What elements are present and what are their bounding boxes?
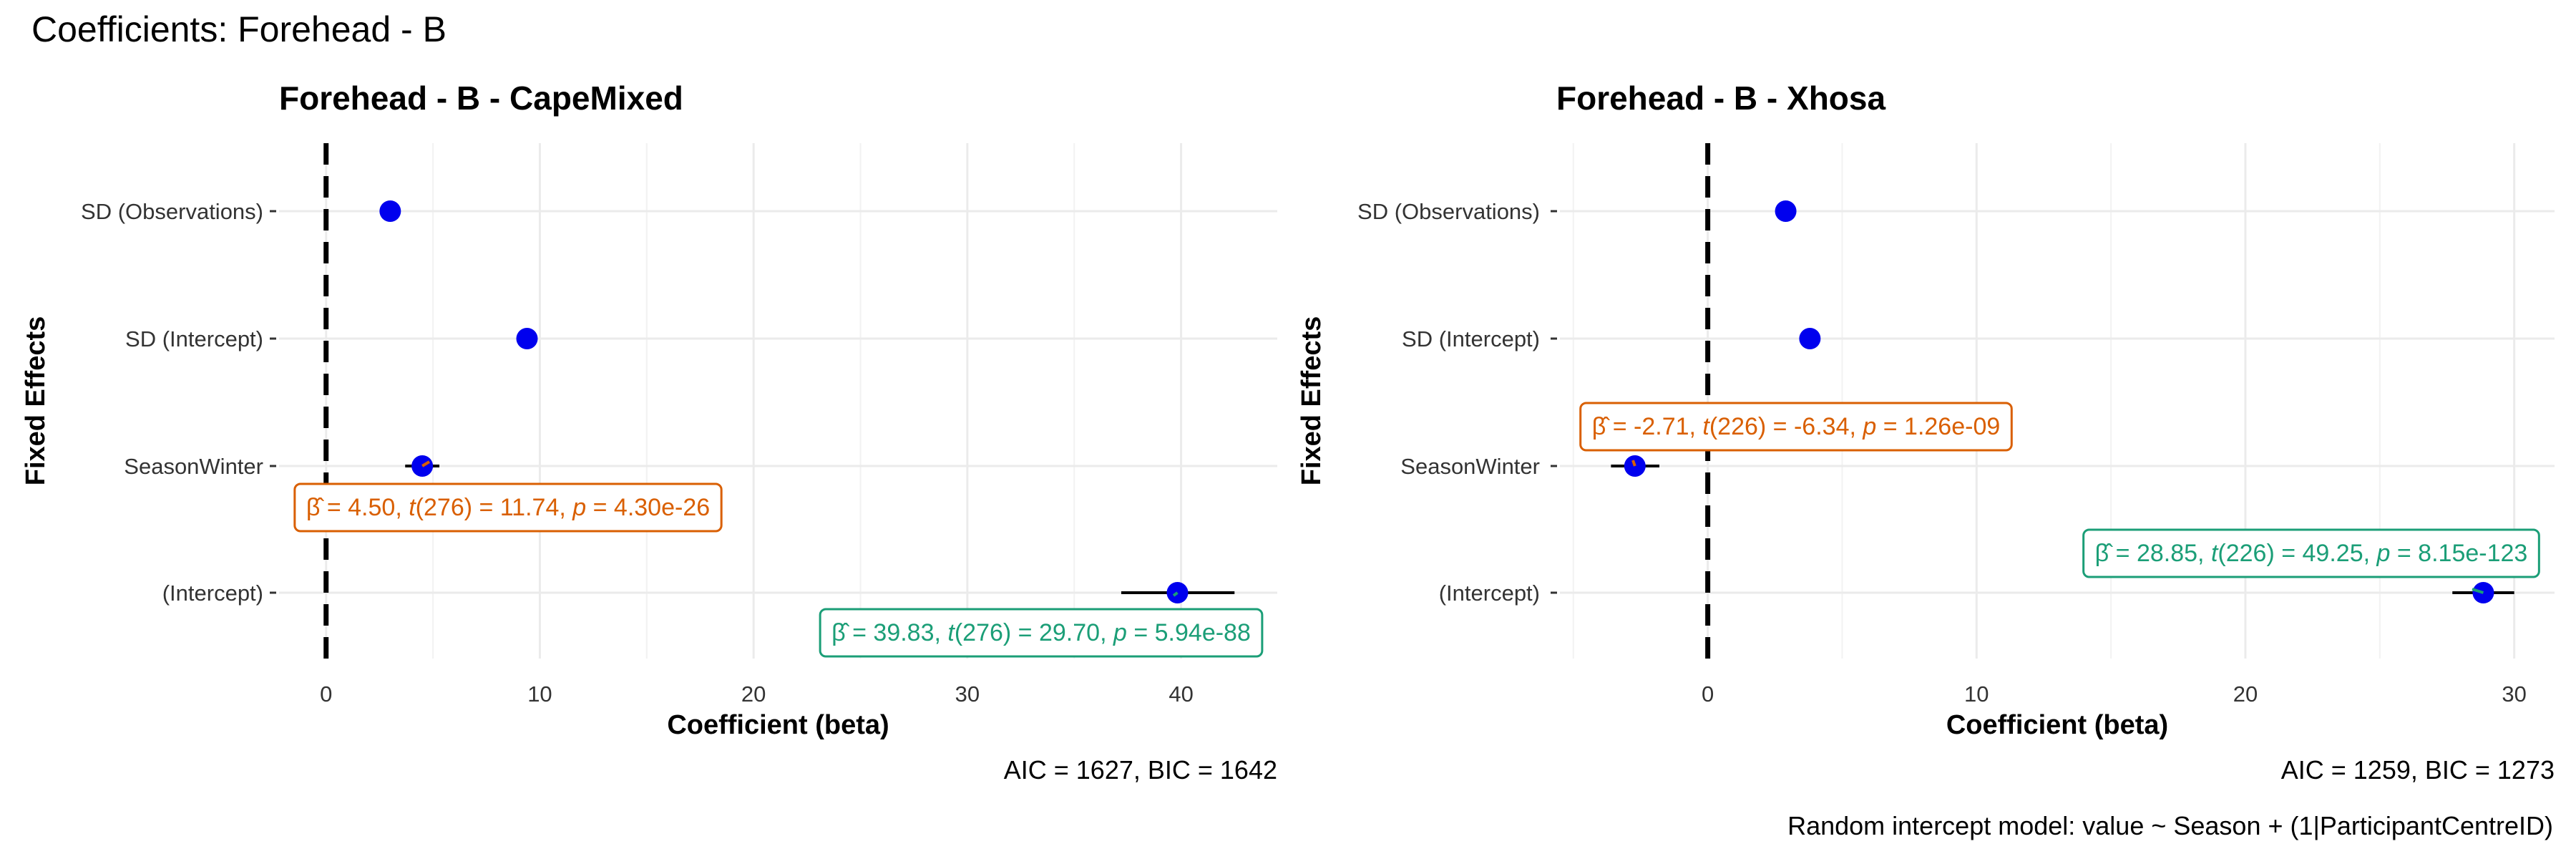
x-tick-label: 40 bbox=[1169, 681, 1193, 707]
y-tick-label: SeasonWinter bbox=[124, 454, 263, 479]
panel-2: Forehead - B - Xhosa 0 10 20 30 SD (Observati… bbox=[1297, 79, 2555, 785]
p-symbol: p bbox=[1862, 413, 1876, 440]
label-connector bbox=[1631, 460, 1636, 467]
p-symbol: p bbox=[2376, 540, 2391, 567]
p-symbol: p bbox=[1113, 619, 1127, 646]
label-text: β̂ = -2.71, t(226) = -6.34, p = 1.26e-09 bbox=[1592, 413, 2001, 440]
label-text: β̂ = 39.83, t(276) = 29.70, p = 5.94e-88 bbox=[831, 619, 1251, 646]
model-caption: Random intercept model: value ~ Season +… bbox=[1787, 811, 2553, 840]
x-tick-label: 20 bbox=[741, 681, 766, 707]
t-symbol: t bbox=[947, 619, 955, 646]
x-tick-label: 10 bbox=[527, 681, 552, 707]
p-value: = 1.26e-09 bbox=[1876, 413, 2000, 440]
y-tick-label: SeasonWinter bbox=[1400, 454, 1540, 479]
p-value: = 4.30e-26 bbox=[586, 494, 710, 521]
x-tick-label: 20 bbox=[2233, 681, 2258, 707]
y-tick-label: SD (Observations) bbox=[81, 199, 263, 224]
p-value: = 5.94e-88 bbox=[1127, 619, 1251, 646]
y-tick-label: SD (Observations) bbox=[1357, 199, 1540, 224]
label-box bbox=[293, 482, 723, 533]
panel-title: Forehead - B - Xhosa bbox=[1556, 79, 1885, 117]
y-axis-title: Fixed Effects bbox=[1297, 316, 1327, 486]
x-tick-label: 0 bbox=[320, 681, 332, 707]
label-box bbox=[2082, 528, 2540, 578]
x-tick-label: 30 bbox=[2502, 681, 2526, 707]
x-axis-title: Coefficient (beta) bbox=[1946, 710, 2168, 740]
t-value: (226) = 49.25, bbox=[2218, 540, 2376, 567]
beta-value: = 39.83, bbox=[846, 619, 948, 646]
x-tick-label: 10 bbox=[1964, 681, 1989, 707]
coefficient-point bbox=[1775, 200, 1797, 222]
coefficient-point bbox=[379, 200, 401, 222]
t-symbol: t bbox=[409, 494, 416, 521]
model-fit-stats: AIC = 1627, BIC = 1642 bbox=[1004, 755, 1277, 785]
panel-title: Forehead - B - CapeMixed bbox=[279, 79, 683, 117]
t-value: (276) = 11.74, bbox=[416, 494, 573, 521]
p-value: = 8.15e-123 bbox=[2390, 540, 2527, 567]
label-connector bbox=[2472, 588, 2484, 594]
panel-1: Forehead - B - CapeMixed 0 10 20 30 40 SD (Obs… bbox=[21, 79, 1277, 785]
x-tick-label: 30 bbox=[955, 681, 980, 707]
t-symbol: t bbox=[2211, 540, 2219, 567]
beta-value: = 28.85, bbox=[2109, 540, 2211, 567]
y-tick-label: SD (Intercept) bbox=[125, 326, 263, 351]
t-symbol: t bbox=[1702, 413, 1710, 440]
coefficient-point bbox=[1799, 328, 1821, 349]
beta-value: = -2.71, bbox=[1606, 413, 1702, 440]
stat-label: β̂ = 28.85, t(226) = 49.25, p = 8.15e-12… bbox=[2082, 528, 2540, 594]
t-value: (226) = -6.34, bbox=[1709, 413, 1863, 440]
p-symbol: p bbox=[572, 494, 586, 521]
page-title: Coefficients: Forehead - B bbox=[31, 9, 447, 49]
y-axis-title: Fixed Effects bbox=[21, 316, 51, 486]
stat-label: β̂ = 4.50, t(276) = 11.74, p = 4.30e-26 bbox=[293, 460, 723, 533]
y-tick-label: SD (Intercept) bbox=[1402, 326, 1540, 351]
model-fit-stats: AIC = 1259, BIC = 1273 bbox=[2281, 755, 2555, 785]
label-text: β̂ = 4.50, t(276) = 11.74, p = 4.30e-26 bbox=[306, 494, 710, 521]
y-tick-label: (Intercept) bbox=[1439, 581, 1540, 606]
t-value: (276) = 29.70, bbox=[955, 619, 1113, 646]
y-tick-label: (Intercept) bbox=[162, 581, 263, 606]
beta-value: = 4.50, bbox=[320, 494, 409, 521]
stat-label: β̂ = 39.83, t(276) = 29.70, p = 5.94e-88 bbox=[819, 591, 1264, 658]
stat-label: β̂ = -2.71, t(226) = -6.34, p = 1.26e-09 bbox=[1579, 402, 2013, 467]
coefficient-point bbox=[516, 328, 538, 349]
label-connector bbox=[1172, 591, 1179, 597]
label-box bbox=[819, 608, 1264, 658]
label-text: β̂ = 28.85, t(226) = 49.25, p = 8.15e-12… bbox=[2095, 540, 2528, 567]
x-axis-title: Coefficient (beta) bbox=[667, 710, 889, 740]
label-box bbox=[1579, 402, 2013, 452]
x-tick-label: 0 bbox=[1702, 681, 1714, 707]
label-connector bbox=[421, 460, 431, 467]
